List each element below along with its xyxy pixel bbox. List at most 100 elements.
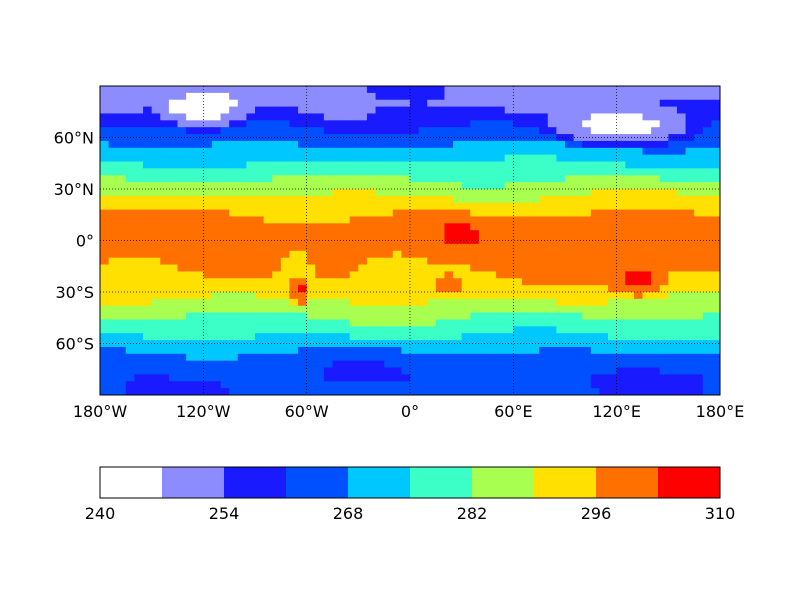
contour-cell <box>651 292 661 300</box>
contour-cell <box>487 161 497 169</box>
contour-cell <box>702 340 712 348</box>
contour-cell <box>332 278 342 286</box>
contour-cell <box>392 367 402 375</box>
contour-cell <box>125 86 136 94</box>
contour-cell <box>444 189 454 197</box>
contour-cell <box>556 298 566 307</box>
contour-cell <box>246 312 256 321</box>
contour-cell <box>453 223 463 231</box>
contour-cell <box>203 250 213 259</box>
contour-cell <box>556 161 566 169</box>
contour-cell <box>289 374 299 382</box>
contour-cell <box>616 154 626 163</box>
contour-cell <box>668 346 678 355</box>
contour-cell <box>194 285 204 293</box>
contour-cell <box>151 388 161 395</box>
contour-cell <box>160 223 170 231</box>
contour-cell <box>194 202 204 211</box>
contour-cell <box>470 237 480 245</box>
contour-cell <box>444 209 454 218</box>
contour-cell <box>358 182 368 190</box>
contour-cell <box>461 230 471 238</box>
contour-cell <box>143 257 153 266</box>
contour-cell <box>194 120 204 128</box>
contour-cell <box>556 250 566 259</box>
contour-cell <box>496 237 506 245</box>
contour-cell <box>186 257 196 266</box>
contour-cell <box>323 381 334 389</box>
contour-cell <box>143 381 153 389</box>
contour-cell <box>349 374 359 382</box>
contour-cell <box>341 388 351 395</box>
contour-cell <box>582 319 592 327</box>
contour-cell <box>547 189 557 197</box>
contour-cell <box>401 86 411 94</box>
contour-cell <box>461 243 471 252</box>
contour-cell <box>608 381 618 389</box>
contour-cell <box>625 216 635 224</box>
contour-cell <box>315 319 325 327</box>
contour-cell <box>194 264 204 272</box>
contour-cell <box>478 209 489 218</box>
contour-cell <box>315 333 325 341</box>
contour-cell <box>668 168 678 176</box>
contour-cell <box>401 292 411 300</box>
contour-cell <box>289 346 299 355</box>
contour-cell <box>539 353 549 362</box>
contour-cell <box>496 175 506 183</box>
contour-cell <box>220 86 230 94</box>
contour-cell <box>186 312 196 321</box>
contour-cell <box>306 374 316 382</box>
contour-cell <box>323 326 334 334</box>
contour-cell <box>272 223 282 231</box>
contour-cell <box>323 120 334 128</box>
contour-cell <box>547 175 557 183</box>
contour-cell <box>547 140 557 149</box>
contour-cell <box>298 388 308 395</box>
contour-cell <box>539 120 549 128</box>
contour-cell <box>590 230 601 238</box>
contour-cell <box>203 305 213 314</box>
contour-cell <box>194 230 204 238</box>
contour-cell <box>668 216 678 224</box>
contour-cell <box>298 182 308 190</box>
contour-cell <box>496 333 506 341</box>
contour-cell <box>229 305 239 314</box>
contour-cell <box>659 257 669 266</box>
contour-cell <box>237 298 247 307</box>
contour-cell <box>573 86 583 94</box>
contour-cell <box>521 271 532 279</box>
contour-cell <box>521 106 532 115</box>
contour-cell <box>108 381 118 389</box>
contour-cell <box>358 209 368 218</box>
contour-cell <box>470 360 480 369</box>
contour-cell <box>125 120 136 128</box>
contour-cell <box>470 381 480 389</box>
contour-cell <box>702 257 712 266</box>
contour-cell <box>599 113 609 121</box>
contour-cell <box>694 388 704 395</box>
contour-cell <box>306 278 316 286</box>
contour-cell <box>151 381 161 389</box>
contour-cell <box>659 175 669 183</box>
contour-cell <box>659 360 669 369</box>
contour-cell <box>211 264 222 272</box>
contour-cell <box>556 243 566 252</box>
contour-cell <box>444 312 454 321</box>
contour-cell <box>590 161 601 169</box>
contour-cell <box>125 360 136 369</box>
contour-cell <box>478 147 489 156</box>
contour-cell <box>461 257 471 266</box>
contour-cell <box>289 202 299 211</box>
contour-cell <box>323 250 334 259</box>
contour-cell <box>134 319 144 327</box>
contour-cell <box>547 353 557 362</box>
contour-cell <box>125 278 136 286</box>
contour-cell <box>487 99 497 108</box>
contour-cell <box>539 175 549 183</box>
contour-cell <box>375 326 385 334</box>
contour-cell <box>461 182 471 190</box>
contour-cell <box>186 182 196 190</box>
contour-cell <box>470 312 480 321</box>
contour-cell <box>237 243 247 252</box>
